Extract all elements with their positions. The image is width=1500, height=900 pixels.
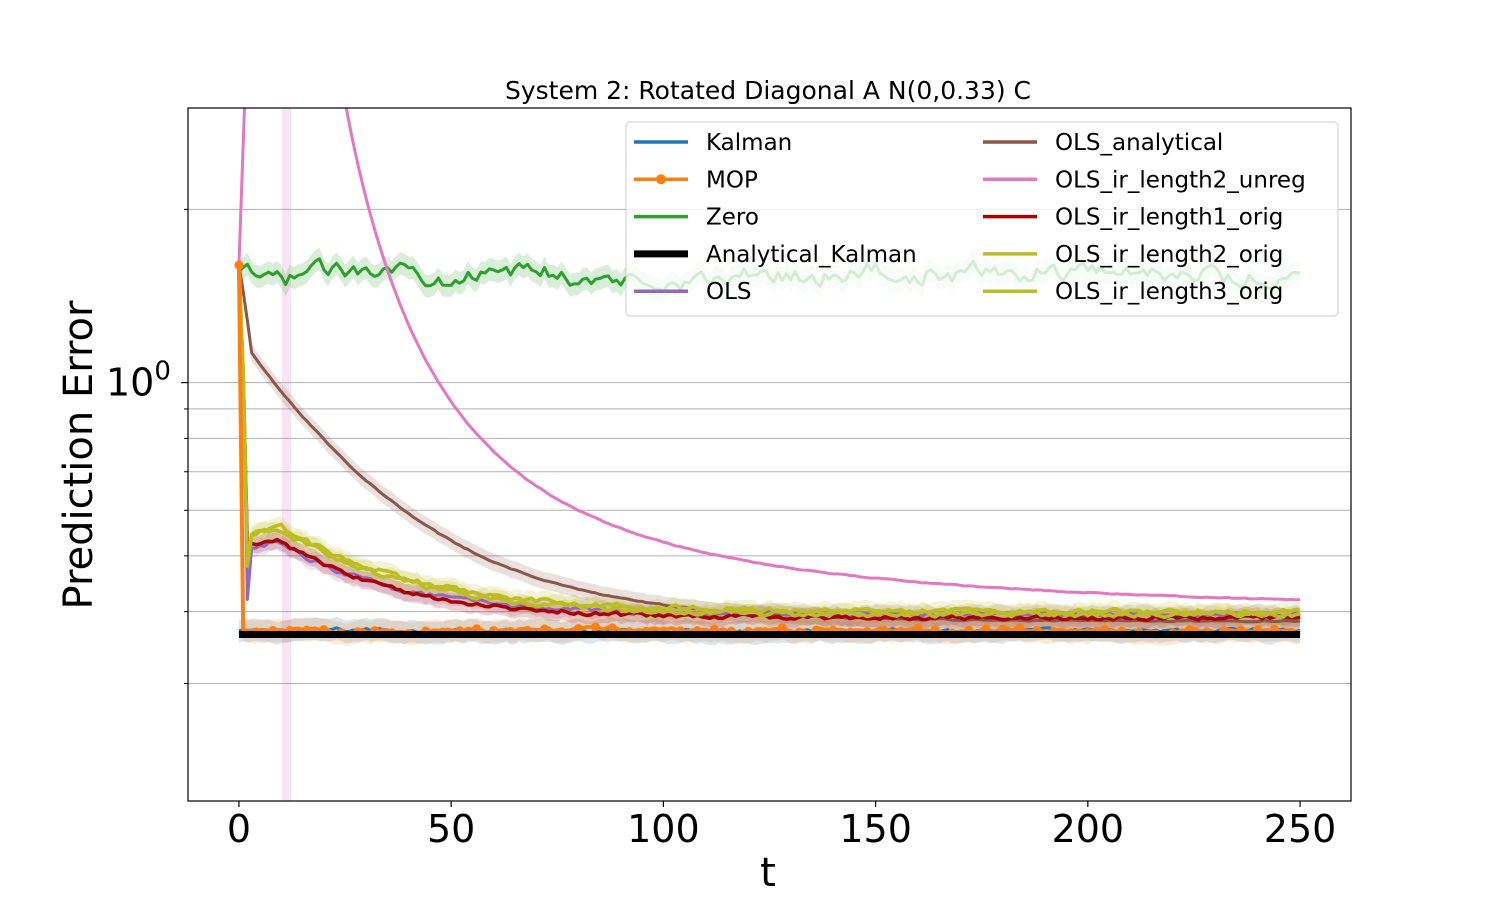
legend-marker-mop [656, 174, 666, 185]
plot-frame [187, 107, 1352, 802]
x-tick-label: 50 [427, 807, 475, 851]
mop-marker [590, 622, 600, 632]
x-tick-label: 150 [839, 807, 912, 851]
legend-label-ols-ir-length1-orig: OLS_ir_length1_orig [1055, 205, 1283, 231]
mop-marker [234, 260, 244, 270]
mop-marker [472, 624, 482, 634]
mop-marker [573, 623, 583, 633]
series-lines [234, 108, 1301, 639]
legend-label-zero: Zero [706, 205, 759, 231]
chart-title: System 2: Rotated Diagonal A N(0,0.33) C [505, 76, 1031, 105]
y-axis-label: Prediction Error [56, 300, 102, 609]
x-tick-label: 250 [1264, 807, 1337, 851]
legend-box [625, 121, 1339, 317]
mop-marker [777, 623, 787, 633]
x-tick-label: 0 [227, 807, 251, 851]
legend-label-ols-ir-length3-orig: OLS_ir_length3_orig [1055, 279, 1283, 305]
ols-ir-length3-orig-line [237, 261, 1301, 617]
legend-label-mop: MOP [706, 167, 758, 193]
legend-label-ols-ir-length2-unreg: OLS_ir_length2_unreg [1055, 167, 1306, 193]
x-axis-label: t [760, 850, 776, 896]
mop-marker [1015, 623, 1025, 633]
x-tick-label: 100 [627, 807, 700, 851]
highlight-band [282, 108, 291, 801]
legend-label-kalman: Kalman [706, 130, 792, 156]
legend-label-analytical-kalman: Analytical_Kalman [706, 242, 917, 268]
mop-marker [607, 623, 617, 633]
ols-ir-length1-orig-line [237, 272, 1301, 623]
x-tick-label: 200 [1052, 807, 1125, 851]
legend-label-ols-ir-length2-orig: OLS_ir_length2_orig [1055, 242, 1283, 268]
x-axis-ticks: 0 50 100 150 200 250 [227, 801, 1336, 851]
legend-label-ols: OLS [706, 279, 752, 305]
legend-label-ols-analytical: OLS_analytical [1055, 130, 1223, 156]
legend: Kalman MOP Zero Analytical_Kalman OLS OLS_ana… [625, 121, 1339, 317]
ols-ir-length2-unreg-line [237, 108, 1301, 602]
mop-marker [913, 623, 923, 633]
